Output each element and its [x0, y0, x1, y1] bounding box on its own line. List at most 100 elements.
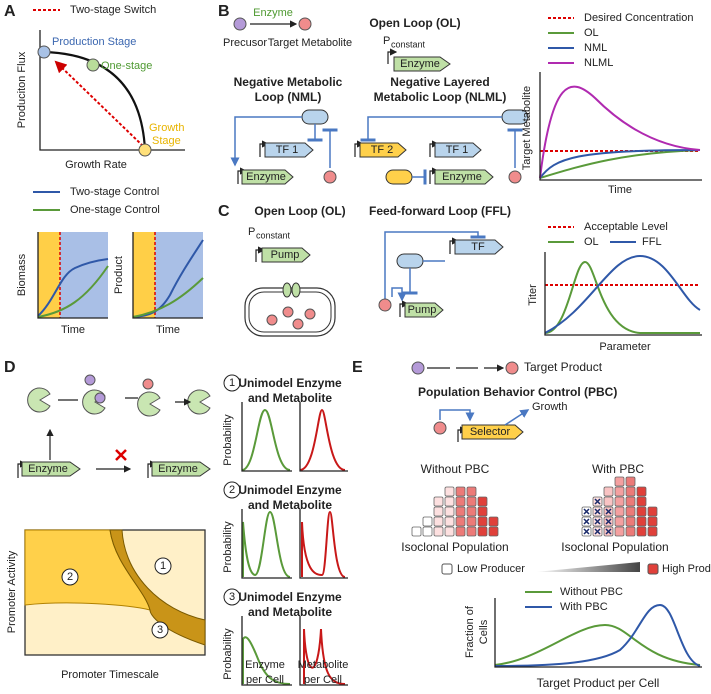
label: constant: [391, 39, 426, 49]
legend-text: Desired Concentration: [584, 12, 693, 24]
curve: [242, 636, 291, 685]
gene: [434, 142, 482, 158]
label: Growth: [149, 122, 184, 134]
production-dot: [37, 45, 51, 59]
cell: [444, 526, 455, 537]
curve: [544, 254, 701, 334]
curve: [539, 149, 701, 179]
axis-label: Enzyme: [245, 659, 285, 671]
row-title: Unimodel Enzyme: [238, 376, 342, 390]
cell: [625, 486, 636, 497]
cell: [603, 496, 614, 507]
gene-label: TF 2: [371, 144, 394, 156]
label: Target Metabolite: [268, 37, 352, 49]
pump: [291, 282, 301, 298]
cell: [466, 516, 477, 527]
promoter: [255, 246, 266, 262]
legend-text: Low Producer: [457, 563, 525, 575]
row-title: and Metabolite: [248, 391, 332, 405]
legend-text: Two-stage Control: [70, 186, 159, 198]
arrow: [58, 398, 190, 402]
cell: [636, 526, 647, 537]
label: Production Stage: [52, 36, 136, 48]
curve: [37, 258, 109, 317]
cell: [455, 506, 466, 517]
row-marker: [223, 374, 241, 392]
label: Precusor: [223, 37, 267, 49]
cell: [614, 496, 625, 507]
panel-e: E Target Product Population Behavior Con…: [352, 359, 711, 690]
tf-protein: [396, 253, 424, 269]
cell: [455, 526, 466, 537]
precursor-dot: [84, 374, 96, 386]
cell: [636, 496, 647, 507]
gene: [241, 169, 294, 185]
title: Loop (NML): [255, 90, 322, 104]
metabolite-dot: [378, 298, 392, 312]
legend-text: OL: [584, 27, 599, 39]
cell: [614, 516, 625, 527]
row-marker: [223, 588, 241, 606]
link: [439, 409, 475, 422]
enzyme: [137, 391, 161, 417]
metabolite-dot: [304, 308, 316, 320]
row-number: 2: [229, 484, 235, 496]
legend-text: OL: [584, 236, 599, 248]
title: Open Loop (OL): [254, 204, 345, 218]
legend-text: Acceptable Level: [584, 221, 668, 233]
cell: [614, 526, 625, 537]
label: Stage: [152, 135, 181, 147]
panel-b: B Enzyme Precusor Target Metabolite Open…: [218, 3, 702, 196]
gene: [434, 169, 494, 185]
axes: [132, 232, 203, 319]
enzyme: [27, 387, 51, 413]
inhibit: [384, 231, 486, 300]
title: Open Loop (OL): [369, 16, 460, 30]
legend-text: Without PBC: [560, 586, 623, 598]
axis-label: Probability: [222, 521, 234, 573]
cell: [422, 516, 433, 527]
block-mark: [115, 449, 127, 461]
title: Negative Metabolic: [234, 75, 343, 89]
label: Isoclonal Population: [401, 540, 508, 554]
axis-label: Promoter Activity: [6, 550, 18, 633]
promoter: [387, 48, 398, 64]
title: Negative Layered: [390, 75, 489, 89]
axes: [241, 616, 292, 686]
cross: [594, 518, 601, 525]
arrow: [504, 409, 530, 426]
cell: [477, 506, 488, 517]
panel-a: A Two-stage Switch Production Stage One-…: [4, 3, 204, 336]
axes: [241, 509, 292, 579]
cell: [625, 496, 636, 507]
gene-label: Selector: [470, 426, 511, 438]
axis-label: Product: [113, 256, 125, 294]
tradeoff-curve: [43, 50, 147, 151]
legend-text: NML: [584, 42, 607, 54]
gene: [261, 247, 311, 263]
axis-label: Titer: [527, 284, 539, 306]
label: With PBC: [592, 462, 644, 476]
growth-phase: [133, 232, 155, 318]
cell: [477, 526, 488, 537]
legend-swatch: [647, 563, 659, 575]
cell: [433, 496, 444, 507]
curve: [241, 408, 291, 471]
region-label: 3: [157, 624, 163, 636]
region-marker: [154, 557, 172, 575]
cell: [647, 526, 658, 537]
gene-label: Enzyme: [400, 58, 440, 70]
cell: [636, 506, 647, 517]
gene-label: TF 1: [446, 144, 469, 156]
curve: [37, 265, 109, 318]
cell: [411, 526, 422, 537]
axis-label: Probability: [222, 628, 234, 680]
cell: [647, 516, 658, 527]
gene-label: Enzyme: [158, 463, 198, 475]
gene: [359, 142, 407, 158]
row-title: and Metabolite: [248, 498, 332, 512]
label: Enzyme: [253, 7, 293, 19]
switch-arrow: [54, 60, 144, 147]
metabolite-dot: [508, 170, 522, 184]
